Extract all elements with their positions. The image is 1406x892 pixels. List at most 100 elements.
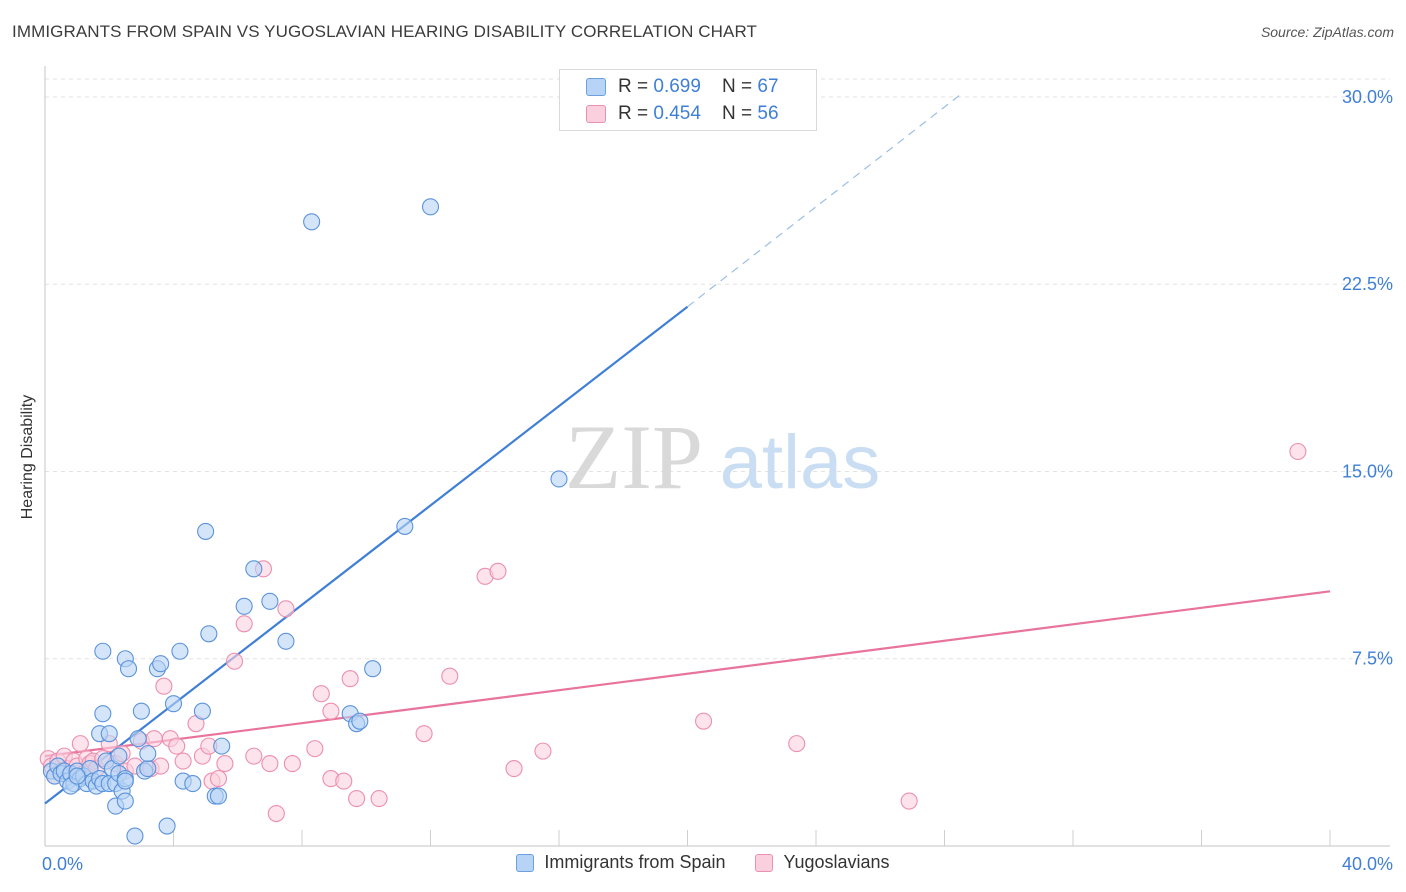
spain-point xyxy=(129,730,147,748)
spain-point xyxy=(364,660,382,678)
spain-point xyxy=(116,792,134,810)
yugoslavians-point xyxy=(155,677,173,695)
y-tick-label: 7.5% xyxy=(1352,649,1393,669)
yugoslavians-point xyxy=(534,742,552,760)
n-label: N = xyxy=(722,76,758,97)
yugoslavians-point xyxy=(1289,442,1307,461)
spain-point xyxy=(139,745,157,763)
spain-point xyxy=(171,642,189,660)
spain-point xyxy=(197,522,215,540)
yugoslavians-point xyxy=(174,752,192,770)
yugoslavians-point xyxy=(370,790,388,808)
axes xyxy=(44,66,1390,847)
spain-points xyxy=(42,198,568,845)
spain-point xyxy=(184,775,202,793)
yugoslavians-point xyxy=(261,755,279,773)
yugoslavians-point xyxy=(788,735,806,753)
spain-point xyxy=(164,695,183,713)
y-tick-label: 15.0% xyxy=(1342,461,1393,481)
yugoslavians-point xyxy=(216,755,234,773)
r-value-yugoslavians: 0.454 xyxy=(653,103,701,124)
spain-swatch xyxy=(586,78,606,96)
yugoslavians-point xyxy=(348,790,366,808)
spain-point xyxy=(94,642,112,660)
yugoslavians-point xyxy=(900,792,918,810)
tick-labels: 7.5% 15.0% 22.5% 30.0% 0.0% 40.0% xyxy=(42,87,1393,874)
yugoslavians-point xyxy=(235,615,253,633)
bottom-legend: Immigrants from Spain Yugoslavians xyxy=(0,852,1406,873)
yugoslavians-point xyxy=(505,760,523,778)
yugoslavians-point xyxy=(695,712,713,730)
x-tick-label: 40.0% xyxy=(1342,854,1393,874)
yugoslavians-point xyxy=(245,747,263,765)
spain-point xyxy=(245,560,263,578)
spain-point xyxy=(119,660,138,678)
n-value-spain: 67 xyxy=(757,76,779,97)
spain-point xyxy=(193,702,211,720)
spain-point xyxy=(110,747,128,765)
spain-point xyxy=(277,632,295,650)
spain-point xyxy=(550,470,568,488)
watermark-atlas: atlas xyxy=(720,420,881,505)
yugoslavians-trend-line xyxy=(44,590,1331,758)
yugoslavians-point xyxy=(441,667,459,685)
legend-swatch-spain xyxy=(516,853,535,872)
spain-point xyxy=(139,760,157,778)
spain-point xyxy=(421,198,440,216)
stats-row-spain: R = 0.699 N = 67 xyxy=(586,74,779,100)
yugoslavians-point xyxy=(312,685,330,703)
yugoslavians-point xyxy=(335,772,353,790)
spain-point xyxy=(303,213,321,231)
stats-legend: R = 0.699 N = 67 R = 0.454 N = 56 xyxy=(559,69,817,131)
n-value-yugoslavians: 56 xyxy=(757,103,779,124)
spain-point xyxy=(200,625,218,643)
r-value-spain: 0.699 xyxy=(653,76,701,97)
legend-label-yugoslavians: Yugoslavians xyxy=(783,852,890,872)
spain-point xyxy=(126,827,144,845)
spain-point xyxy=(235,597,253,615)
yugoslavians-point xyxy=(322,702,340,720)
yugoslavians-point xyxy=(168,737,186,755)
source-note: Source: ZipAtlas.com xyxy=(1260,24,1394,40)
spain-point xyxy=(152,655,170,673)
legend-swatch-yugoslavians xyxy=(755,853,774,872)
spain-point xyxy=(213,737,231,755)
legend-item-yugoslavians[interactable]: Yugoslavians xyxy=(755,852,890,873)
spain-point xyxy=(116,772,134,790)
x-tick-label: 0.0% xyxy=(42,854,83,874)
spain-trend-line xyxy=(44,305,689,805)
spain-point xyxy=(351,712,369,730)
spain-point xyxy=(261,592,279,610)
yugoslavians-point xyxy=(225,652,244,670)
yugoslavians-point xyxy=(209,770,228,788)
spain-point xyxy=(132,702,150,720)
watermark: ZIP atlas xyxy=(565,406,880,508)
legend-label-spain: Immigrants from Spain xyxy=(544,852,726,872)
spain-point xyxy=(68,767,86,785)
yugoslavians-point xyxy=(415,725,433,743)
yugoslavians-point xyxy=(71,735,89,753)
n-label: N = xyxy=(722,103,758,124)
trend-lines xyxy=(44,93,1331,805)
watermark-zip: ZIP xyxy=(565,406,703,508)
yugoslavians-point xyxy=(489,562,507,580)
chart-title: IMMIGRANTS FROM SPAIN VS YUGOSLAVIAN HEA… xyxy=(12,22,758,41)
spain-trend-extension xyxy=(687,93,961,308)
yugoslavians-point xyxy=(277,600,295,618)
legend-item-spain[interactable]: Immigrants from Spain xyxy=(516,852,725,873)
r-label: R = xyxy=(618,76,654,97)
yugoslavians-point xyxy=(283,755,301,773)
spain-point xyxy=(209,787,228,805)
spain-point xyxy=(396,517,414,535)
yugoslavians-point xyxy=(145,730,163,748)
yugoslavians-swatch xyxy=(586,105,606,123)
spain-point xyxy=(94,705,112,723)
yugoslavians-point xyxy=(267,804,285,823)
y-tick-label: 22.5% xyxy=(1342,274,1393,294)
stats-row-yugoslavians: R = 0.454 N = 56 xyxy=(586,101,779,127)
y-tick-label: 30.0% xyxy=(1342,87,1393,107)
yugoslavians-point xyxy=(306,740,324,758)
spain-point xyxy=(158,817,176,835)
r-label: R = xyxy=(618,103,654,124)
